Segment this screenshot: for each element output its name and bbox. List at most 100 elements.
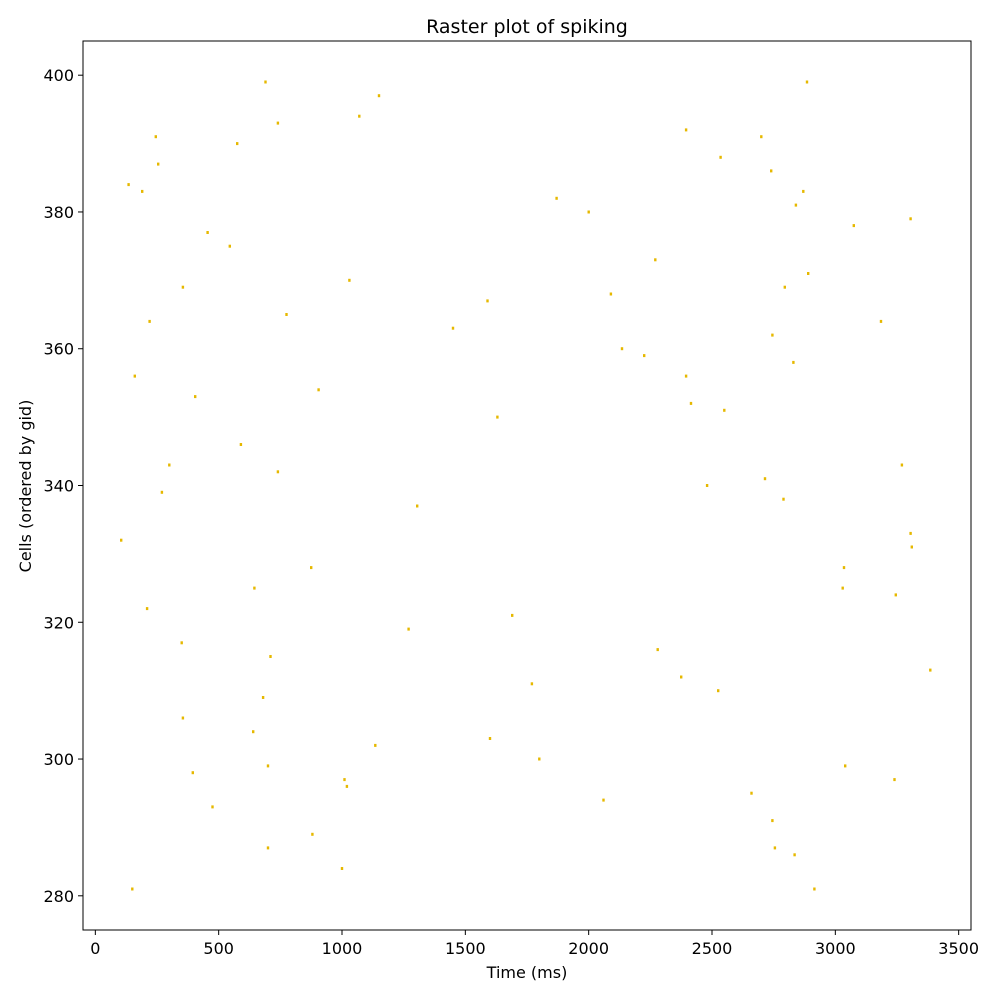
spike-mark [194,395,197,399]
x-axis-ticks: 0 500 1000 1500 2000 2500 3000 3500 [90,930,979,958]
spike-mark [343,778,346,782]
spike-mark [763,477,767,481]
spike-mark [358,114,361,118]
spike-mark [228,244,231,248]
spike-mark [206,231,209,234]
spike-mark [276,470,280,474]
spike-mark [377,94,381,98]
spike-mark [374,743,377,747]
spike-mark [141,189,144,193]
y-axis-ticks: 280 300 320 340 360 380 400 [43,66,83,906]
spike-mark [893,778,896,782]
spike-mark [310,566,313,570]
x-tick-label: 1500 [445,939,486,958]
spike-mark [750,791,753,795]
spike-mark [656,648,659,652]
spike-mark [181,285,185,289]
plot-area: 0 500 1000 1500 2000 2500 3000 3500 280 300 320 34… [43,40,979,958]
spike-mark [587,210,590,214]
spike-mark [879,319,883,323]
spike-mark [794,203,798,207]
spike-mark [909,531,912,535]
y-tick-label: 380 [43,203,74,222]
spike-mark [530,682,534,686]
spike-mark [488,737,492,740]
y-axis-label: Cells (ordered by gid) [16,400,35,573]
spike-mark [705,484,709,487]
spike-mark [654,258,657,262]
spike-mark [407,627,410,631]
y-tick-label: 400 [43,66,74,85]
spike-mark [620,347,624,351]
spike-mark [276,121,280,125]
spike-mark [252,730,255,734]
x-tick-label: 2000 [568,939,609,958]
spike-mark [160,490,164,494]
chart-title: Raster plot of spiking [426,16,628,38]
spike-mark [602,798,605,802]
spike-mark [807,272,810,275]
spike-mark [910,545,913,549]
spike-mark [771,819,774,823]
axes-frame [82,40,972,931]
spike-mark [929,668,932,672]
spike-mark [894,593,897,597]
spike-mark [773,846,777,850]
spike-mark [844,764,847,768]
spike-mark [168,463,171,467]
spike-mark [717,689,720,693]
spike-marks [120,80,932,891]
spike-mark [783,285,786,289]
spike-mark [770,169,773,173]
spike-mark [684,374,688,378]
x-tick-label: 0 [90,939,100,958]
x-tick-label: 3500 [938,939,979,958]
y-tick-label: 340 [43,477,74,496]
spike-mark [261,696,265,699]
spike-mark [253,586,256,590]
spike-mark [486,299,489,303]
spike-mark [211,805,214,809]
spike-mark [900,463,904,467]
spike-mark [802,189,805,193]
spike-mark [643,354,646,358]
spike-mark [782,497,785,501]
y-tick-label: 280 [43,887,74,906]
spike-mark [154,135,157,139]
spike-mark [793,853,796,857]
spike-mark [842,566,846,570]
x-tick-label: 2500 [692,939,733,958]
spike-mark [266,846,270,850]
y-tick-label: 320 [43,613,74,632]
spike-mark [771,333,774,337]
x-axis-label: Time (ms) [486,963,568,982]
x-tick-label: 3000 [815,939,856,958]
spike-mark [133,374,136,378]
spike-mark [148,319,151,323]
spike-mark [311,832,314,836]
spike-mark [805,80,809,84]
spike-mark [285,313,288,316]
spike-mark [145,607,149,611]
spike-mark [841,586,844,590]
spike-mark [680,675,683,679]
spike-mark [909,217,912,221]
spike-mark [191,771,194,775]
spike-mark [416,504,419,508]
spike-mark [511,613,514,617]
spike-mark [723,408,726,412]
spike-mark [181,716,185,720]
spike-mark [689,401,693,405]
y-tick-label: 300 [43,750,74,769]
spike-mark [269,655,272,658]
spike-mark [157,162,160,166]
spike-mark [813,887,816,891]
spike-mark [239,443,243,446]
spike-mark [852,224,855,228]
spike-mark [127,183,130,187]
spike-mark [792,360,795,364]
spike-mark [348,278,351,282]
x-tick-label: 1000 [322,939,363,958]
spike-mark [760,135,763,139]
